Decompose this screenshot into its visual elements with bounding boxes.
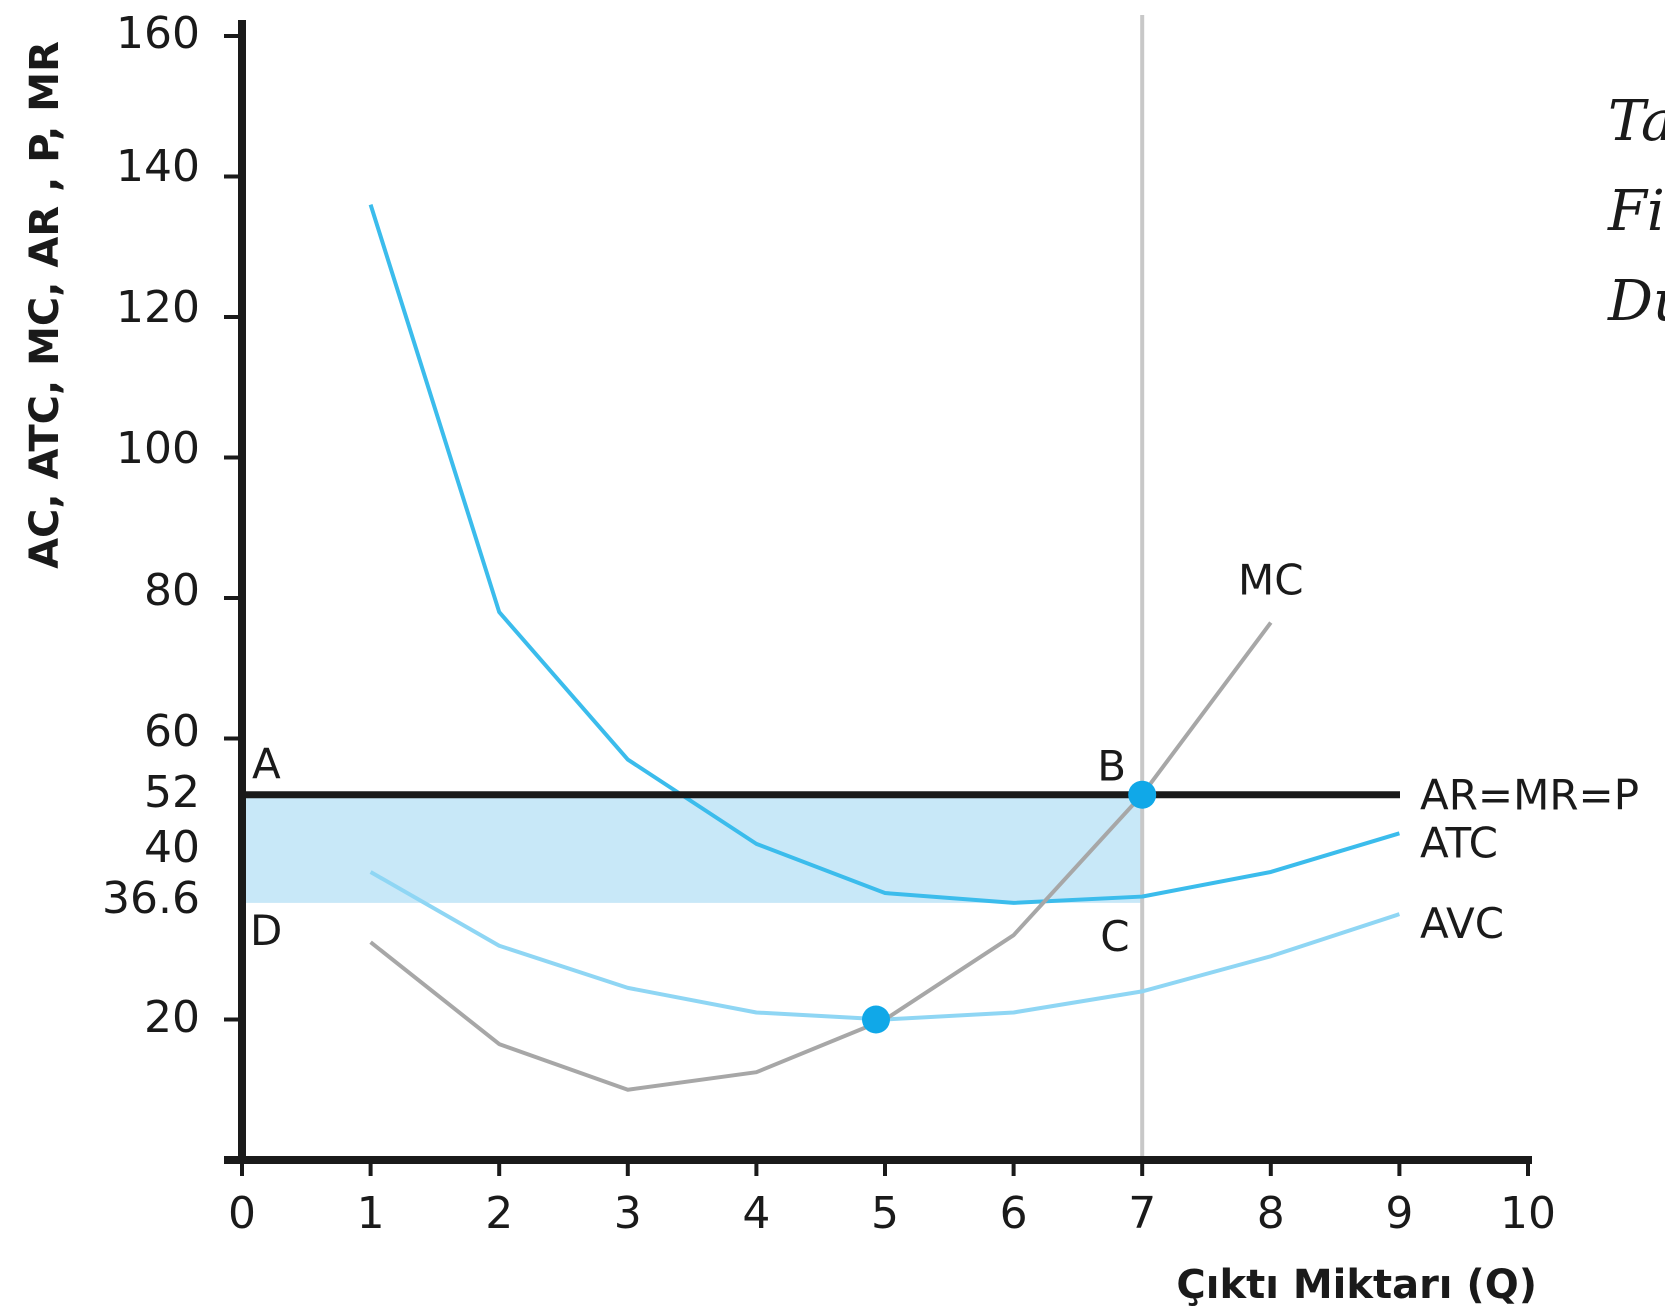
highlight-point-2 bbox=[861, 1005, 890, 1034]
y-tick-label-36-6: 36.6 bbox=[102, 873, 200, 924]
y-tick-label-60: 60 bbox=[144, 706, 200, 757]
highlight-point-1 bbox=[1128, 780, 1157, 809]
annotation-b: B bbox=[1097, 742, 1126, 791]
y-tick-label-120: 120 bbox=[116, 282, 200, 333]
profit-area bbox=[242, 794, 1143, 903]
series-label-avc: AVC bbox=[1420, 899, 1504, 948]
x-tick-label-6: 6 bbox=[1000, 1188, 1028, 1239]
x-tick-label-10: 10 bbox=[1500, 1188, 1556, 1239]
y-tick-label-20: 20 bbox=[144, 992, 200, 1043]
y-tick-label-140: 140 bbox=[116, 141, 200, 192]
series-label-mc: MC bbox=[1238, 556, 1304, 605]
side-text-line-3: Du bbox=[1607, 269, 1665, 334]
x-tick-label-1: 1 bbox=[357, 1188, 385, 1239]
x-tick-label-2: 2 bbox=[485, 1188, 513, 1239]
series-label-ar-mr-p: AR=MR=P bbox=[1420, 771, 1639, 820]
side-text-line-2: Fir bbox=[1607, 179, 1665, 244]
y-tick-label-80: 80 bbox=[144, 565, 200, 616]
x-axis-title: Çıktı Miktarı (Q) bbox=[1176, 1262, 1537, 1308]
x-tick-label-0: 0 bbox=[228, 1188, 256, 1239]
x-tick-label-8: 8 bbox=[1257, 1188, 1285, 1239]
x-tick-label-7: 7 bbox=[1128, 1188, 1156, 1239]
y-tick-label-52: 52 bbox=[144, 767, 200, 818]
y-axis-title: AC, ATC, MC, AR , P, MR bbox=[22, 41, 68, 569]
annotation-a: A bbox=[252, 740, 281, 789]
series-line-mc bbox=[369, 621, 1273, 1092]
y-tick-label-100: 100 bbox=[116, 423, 200, 474]
x-tick-label-5: 5 bbox=[871, 1188, 899, 1239]
x-tick-label-3: 3 bbox=[614, 1188, 642, 1239]
series-label-atc: ATC bbox=[1420, 818, 1498, 867]
side-text-line-1: Tar bbox=[1608, 89, 1665, 154]
y-tick-label-40: 40 bbox=[144, 822, 200, 873]
y-tick-label-160: 160 bbox=[116, 8, 200, 59]
x-tick-label-4: 4 bbox=[742, 1188, 770, 1239]
annotation-d: D bbox=[250, 906, 282, 955]
series-line-atc bbox=[368, 203, 1400, 905]
annotation-c: C bbox=[1100, 912, 1129, 961]
x-tick-label-9: 9 bbox=[1385, 1188, 1413, 1239]
